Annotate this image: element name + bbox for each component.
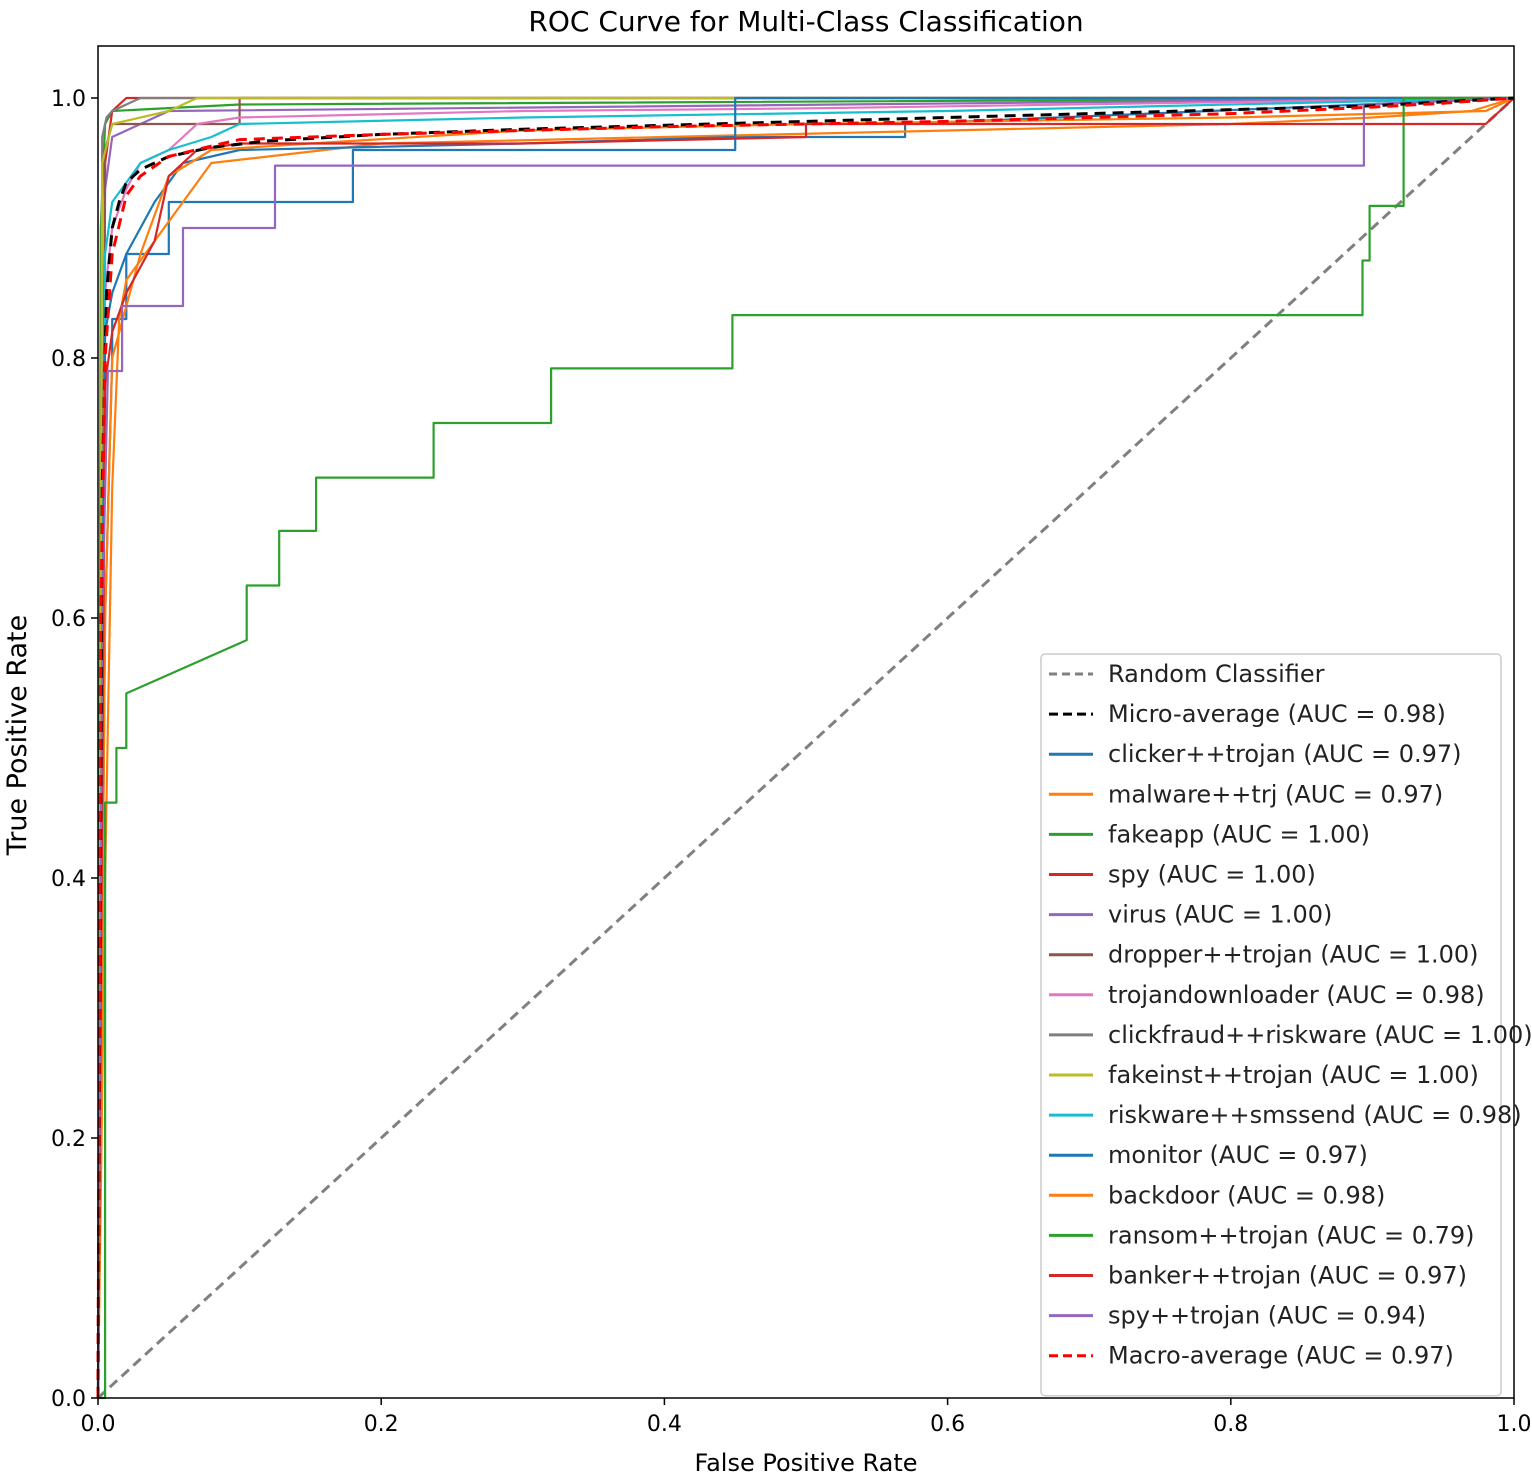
legend-label-clickfraud-riskware: clickfraud++riskware (AUC = 1.00) bbox=[1108, 1021, 1532, 1049]
x-tick-label: 0.4 bbox=[647, 1412, 682, 1437]
series-line-malware-trj bbox=[96, 96, 1515, 1399]
legend-label-fakeinst-trojan: fakeinst++trojan (AUC = 1.00) bbox=[1108, 1061, 1479, 1089]
x-tick-label: 0.2 bbox=[364, 1412, 399, 1437]
x-tick-label: 0.0 bbox=[81, 1412, 116, 1437]
series-line-macro-average bbox=[96, 96, 1515, 1399]
legend-label-spy: spy (AUC = 1.00) bbox=[1108, 861, 1316, 889]
legend-label-clicker-trojan: clicker++trojan (AUC = 0.97) bbox=[1108, 740, 1462, 768]
legend-label-fakeapp: fakeapp (AUC = 1.00) bbox=[1108, 820, 1370, 848]
legend-label-spy-trojan: spy++trojan (AUC = 0.94) bbox=[1108, 1302, 1426, 1330]
legend-label-macro-average: Macro-average (AUC = 0.97) bbox=[1108, 1342, 1454, 1370]
chart-title: ROC Curve for Multi-Class Classification bbox=[528, 5, 1083, 38]
y-tick-label: 0.2 bbox=[51, 1127, 86, 1152]
legend-label-monitor: monitor (AUC = 0.97) bbox=[1108, 1141, 1368, 1169]
series-line-spy-trojan bbox=[96, 96, 1515, 1399]
y-tick-label: 0.4 bbox=[51, 867, 86, 892]
legend-label-trojandownloader: trojandownloader (AUC = 0.98) bbox=[1108, 981, 1485, 1009]
legend-label-backdoor: backdoor (AUC = 0.98) bbox=[1108, 1181, 1385, 1209]
legend: Random Classifier Micro-average (AUC = 0.… bbox=[1040, 653, 1532, 1397]
plot-frame bbox=[97, 45, 1515, 1399]
legend-label-virus: virus (AUC = 1.00) bbox=[1108, 901, 1332, 929]
y-axis: 0.0 0.2 0.4 0.6 0.8 1.0 bbox=[51, 87, 98, 1412]
legend-label-micro-average: Micro-average (AUC = 0.98) bbox=[1108, 700, 1446, 728]
series-line-ransom-trojan bbox=[98, 96, 1514, 1400]
legend-label-banker-trojan: banker++trojan (AUC = 0.97) bbox=[1108, 1262, 1467, 1290]
y-axis-label: True Positive Rate bbox=[2, 615, 33, 857]
series-layer bbox=[96, 96, 1516, 1400]
x-tick-label: 1.0 bbox=[1497, 1412, 1532, 1437]
legend-label-riskware-smssend: riskware++smssend (AUC = 0.98) bbox=[1108, 1101, 1522, 1129]
x-axis: 0.0 0.2 0.4 0.6 0.8 1.0 bbox=[81, 1398, 1532, 1437]
legend-label-random-classifier: Random Classifier bbox=[1108, 660, 1325, 688]
y-tick-label: 0.0 bbox=[51, 1387, 86, 1412]
y-tick-label: 1.0 bbox=[51, 87, 86, 112]
x-tick-label: 0.6 bbox=[930, 1412, 965, 1437]
y-tick-label: 0.6 bbox=[51, 607, 86, 632]
series-line-micro-average bbox=[96, 96, 1515, 1399]
legend-label-dropper-trojan: dropper++trojan (AUC = 1.00) bbox=[1108, 941, 1479, 969]
x-tick-label: 0.8 bbox=[1213, 1412, 1248, 1437]
series-line-backdoor bbox=[96, 97, 1515, 1399]
series-line-fakeinst-trojan bbox=[96, 96, 1514, 1399]
legend-label-ransom-trojan: ransom++trojan (AUC = 0.79) bbox=[1108, 1221, 1475, 1249]
x-axis-label: False Positive Rate bbox=[694, 1449, 917, 1477]
y-tick-label: 0.8 bbox=[51, 347, 86, 372]
legend-frame bbox=[1040, 653, 1502, 1397]
legend-label-malware-trj: malware++trj (AUC = 0.97) bbox=[1108, 780, 1443, 808]
